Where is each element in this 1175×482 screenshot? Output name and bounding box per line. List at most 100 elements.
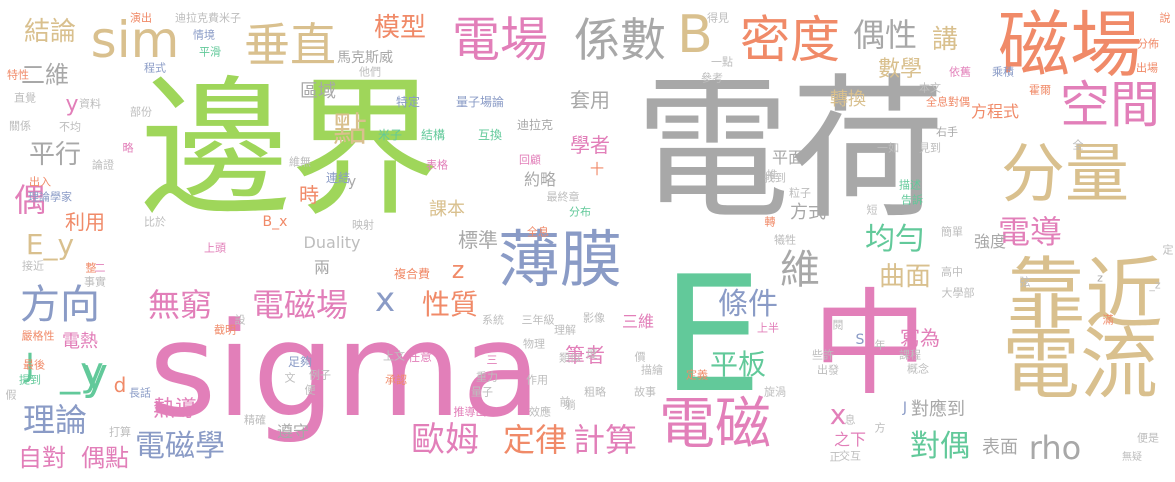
word-xitong: 系統 [482,313,504,327]
word-lianjie: 連結 [325,171,351,185]
word-dinglu: 定律 [502,421,568,459]
word-qingjing: 情境 [193,28,215,42]
word-lijie: 理解 [554,323,576,337]
word-j-small: J [902,400,908,416]
word-j: J [25,346,35,384]
word-fangchengshi: 方程式 [970,102,1020,121]
word-e: E [661,241,763,428]
word-midu: 密度 [740,11,840,69]
word-miaohui: 描繪 [641,363,663,377]
word-chengji: 乘積 [992,65,1014,79]
word-lizi: 例子 [309,368,331,382]
word-biaomian: 表面 [982,437,1018,458]
word-gushi: 故事 [634,385,656,399]
word-kaojin: 靠近 [1006,250,1164,340]
word-sim: sim [90,11,180,69]
word-moxing: 模型 [373,13,427,43]
word-oudian: 偶點 [81,444,129,472]
word-sigma: sigma [148,294,542,446]
word-chuchang: 出場 [1136,61,1158,75]
word-fang: 方 [874,421,886,435]
word-kongjian: 空間 [1060,76,1160,134]
word-she: 設 [234,313,246,327]
word-ouxing: 偶性 [852,16,918,54]
word-bufen: 部份 [130,105,152,119]
word-b: B [677,5,713,65]
word-jieming: 截明 [214,323,236,337]
word-dianchang: 電場 [451,12,549,68]
word-oumu: 歐姆 [411,420,479,460]
word-guanxi: 關係 [9,119,31,133]
word-xuezhe: 學者 [570,133,610,157]
word-zugou: 足夠 [287,355,313,369]
word-z-orange: z [451,256,465,284]
word-zuizhongzhang: 最終章 [546,190,580,204]
word-pinghua: 平滑 [199,45,221,59]
word-dianci: 電磁 [659,392,771,457]
word-x-slate: x [374,280,396,320]
word-tui: 推 [766,168,778,182]
word-zheng: 整 [85,261,97,275]
word-gaosu: 告訴 [901,193,923,207]
word-biyu: 比於 [144,215,166,229]
word-dilakefeimizi: 迪拉克費米子 [175,11,241,25]
word-tiaojian: 條件 [718,287,778,322]
word-dasuan: 打算 [109,425,131,439]
word-zhixia: 之下 [833,430,867,449]
word-liyong: 利用 [65,210,105,234]
word-tang: 躺 [564,398,576,412]
word-redao: 熱導 [152,397,198,422]
word-shangwen: 上文 [383,349,405,363]
word-chengshi: 程式 [144,61,166,75]
word-yue: 閱 [832,318,844,332]
word-ou: 偶 [13,181,47,219]
word-jingque: 精確 [244,413,266,427]
word-jiegou: 結構 [420,128,446,142]
word-gaozhong: 高中 [941,265,963,279]
word-xiewei: 寫為 [900,326,940,350]
word-lunzheng: 論證 [92,158,114,172]
word-b-x: B_x [262,214,288,230]
word-xiaoying: 效應 [529,405,551,419]
word-duiyingdao: 對應到 [911,399,965,420]
word-xishu: 係數 [574,13,666,67]
word-zhaodao: 找到 [764,171,786,185]
word-mizi: 米子 [377,128,403,142]
word-fenliang: 分量 [1001,138,1129,212]
word-yangexing: 嚴格性 [21,329,55,343]
word-makesiwei: 馬克斯威 [337,50,393,66]
word-y-teal: y [81,349,109,400]
word-zuoyong: 作用 [526,373,548,387]
word-jisuan: 計算 [572,421,638,459]
word-cichang: 磁場 [997,3,1143,87]
word-yingxiang: 影像 [583,311,605,325]
word-fangshi: 方式 [790,202,826,223]
word-duality: Duality [303,233,361,252]
word-wuqiong: 無窮 [147,286,213,324]
word-jielun: 結論 [23,17,77,47]
word-yanchu: 演出 [130,11,152,25]
word-liangzi: 量子 [471,385,493,399]
word-underscore-y: _y [60,349,104,395]
word-zheng2: 正 [829,450,841,464]
word-fenpei: 分佈 [1137,37,1159,51]
word-dingyi: 定義 [686,368,708,382]
word-dianhe: 電荷 [635,59,945,241]
word-dianliu: 電流 [1001,320,1159,410]
word-lizi2: 粒子 [789,186,811,200]
word-gainian: 概念 [907,362,929,376]
word-zhuanhuan: 轉換 [830,89,866,110]
word-y-pink: y [65,92,79,117]
word-ziliao: 資料 [79,97,101,111]
word-huoer: 霍爾 [1029,83,1051,97]
word-lilun: 理論 [22,401,88,439]
word-yuelue: 約略 [523,170,557,189]
word-zuihou: 最後 [23,358,45,372]
word-x-pink: x [829,398,847,431]
word-lue: 略 [122,141,134,155]
word-duiou: 對偶 [910,429,970,464]
word-kecheng: 課程 [899,348,921,362]
word-s: S [855,332,865,348]
word-qian: 前 [559,395,571,409]
